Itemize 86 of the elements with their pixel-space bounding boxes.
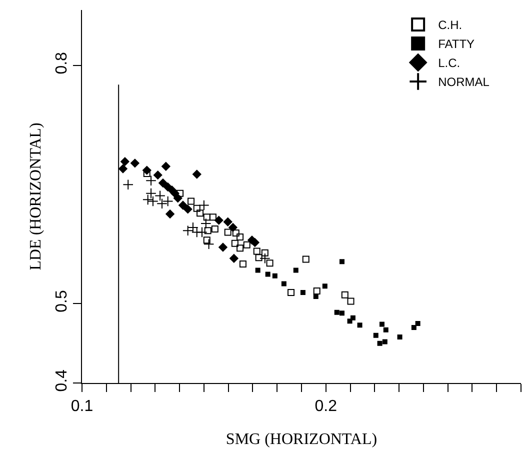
point	[300, 290, 306, 296]
point	[148, 196, 158, 207]
y-tick-label: 0.4	[54, 369, 71, 392]
point	[153, 170, 162, 180]
point	[228, 223, 238, 232]
legend-label: NORMAL	[438, 75, 490, 90]
point	[236, 233, 244, 240]
point	[382, 339, 388, 344]
point	[266, 260, 274, 267]
point	[230, 254, 238, 263]
point	[347, 298, 354, 305]
point	[243, 241, 250, 248]
point	[347, 318, 352, 324]
point	[158, 178, 168, 188]
y-tick-label: 0.5	[54, 290, 71, 312]
point	[203, 236, 210, 244]
point	[313, 294, 318, 299]
point	[253, 248, 260, 255]
point	[341, 291, 348, 298]
point	[200, 218, 212, 229]
x-tick-label: 0.1	[70, 398, 94, 416]
point	[281, 281, 286, 286]
point	[146, 175, 156, 186]
point	[339, 310, 344, 316]
point	[302, 256, 310, 263]
point	[162, 162, 170, 171]
point	[130, 158, 140, 168]
point	[373, 332, 378, 338]
x-tick-label: 0.2	[314, 398, 338, 416]
point	[211, 226, 218, 233]
point	[383, 327, 388, 332]
legend-label: C.H.	[438, 18, 462, 32]
point	[146, 188, 156, 199]
point	[156, 198, 168, 210]
point	[142, 194, 154, 206]
point	[166, 210, 174, 218]
point	[288, 289, 295, 296]
point	[261, 249, 268, 256]
point	[218, 242, 228, 252]
point	[377, 340, 382, 346]
point	[260, 253, 270, 264]
point	[231, 240, 238, 247]
point	[322, 284, 328, 289]
y-tick-label: 0.8	[54, 52, 71, 74]
point	[196, 226, 208, 238]
point	[272, 273, 278, 278]
point	[293, 268, 298, 273]
point	[173, 194, 182, 202]
point	[411, 324, 416, 330]
x-axis-title: SMG (HORIZONTAL)	[226, 430, 378, 448]
point	[232, 230, 240, 237]
point	[236, 244, 244, 252]
point	[193, 204, 200, 212]
point	[142, 166, 152, 175]
point	[118, 164, 128, 174]
point	[224, 228, 232, 236]
point	[313, 287, 320, 294]
point	[379, 322, 384, 327]
point	[334, 310, 340, 315]
point	[357, 322, 362, 328]
point	[223, 218, 232, 226]
point	[339, 259, 344, 264]
point	[182, 225, 194, 236]
point	[120, 157, 130, 166]
point	[196, 210, 204, 217]
point	[255, 254, 262, 262]
point	[203, 214, 210, 221]
point	[178, 200, 188, 210]
point	[204, 227, 212, 234]
point	[176, 190, 184, 197]
legend-label: FATTY	[438, 37, 475, 52]
point	[203, 238, 214, 250]
point	[265, 272, 270, 277]
point	[397, 334, 402, 340]
point	[255, 268, 260, 273]
point	[198, 200, 210, 211]
point	[192, 170, 202, 179]
legend-label: L.C.	[438, 56, 460, 70]
point	[415, 320, 420, 326]
y-axis-title: LDE (HORIZONTAL)	[28, 122, 44, 270]
point	[183, 204, 192, 214]
point	[209, 214, 216, 221]
point	[188, 198, 195, 205]
point	[122, 179, 134, 190]
point	[214, 216, 224, 225]
point	[239, 260, 246, 268]
